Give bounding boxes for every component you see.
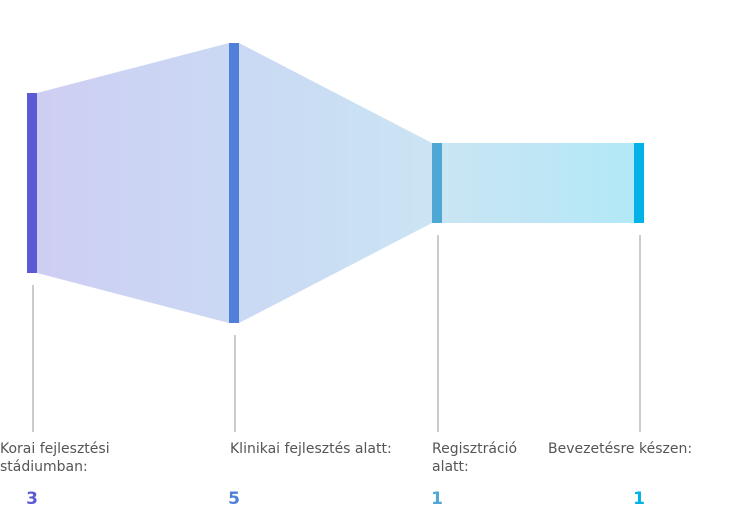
- funnel-bar: [634, 143, 644, 223]
- stage-label: Korai fejlesztési stádiumban:: [0, 441, 110, 475]
- funnel-band: [239, 43, 432, 323]
- funnel-band: [442, 143, 634, 223]
- funnel-bar: [27, 93, 37, 273]
- funnel-bar: [229, 43, 239, 323]
- stage-value: 1: [431, 489, 443, 509]
- stage-label: Regisztráció alatt:: [432, 441, 518, 475]
- funnel-bar: [432, 143, 442, 223]
- stage-value: 3: [26, 489, 38, 509]
- stage-value: 5: [228, 489, 240, 509]
- stage-label: Bevezetésre készen:: [548, 441, 693, 457]
- stage-label: Klinikai fejlesztés alatt:: [230, 441, 392, 457]
- funnel-band: [37, 43, 229, 323]
- stage-value: 1: [633, 489, 645, 509]
